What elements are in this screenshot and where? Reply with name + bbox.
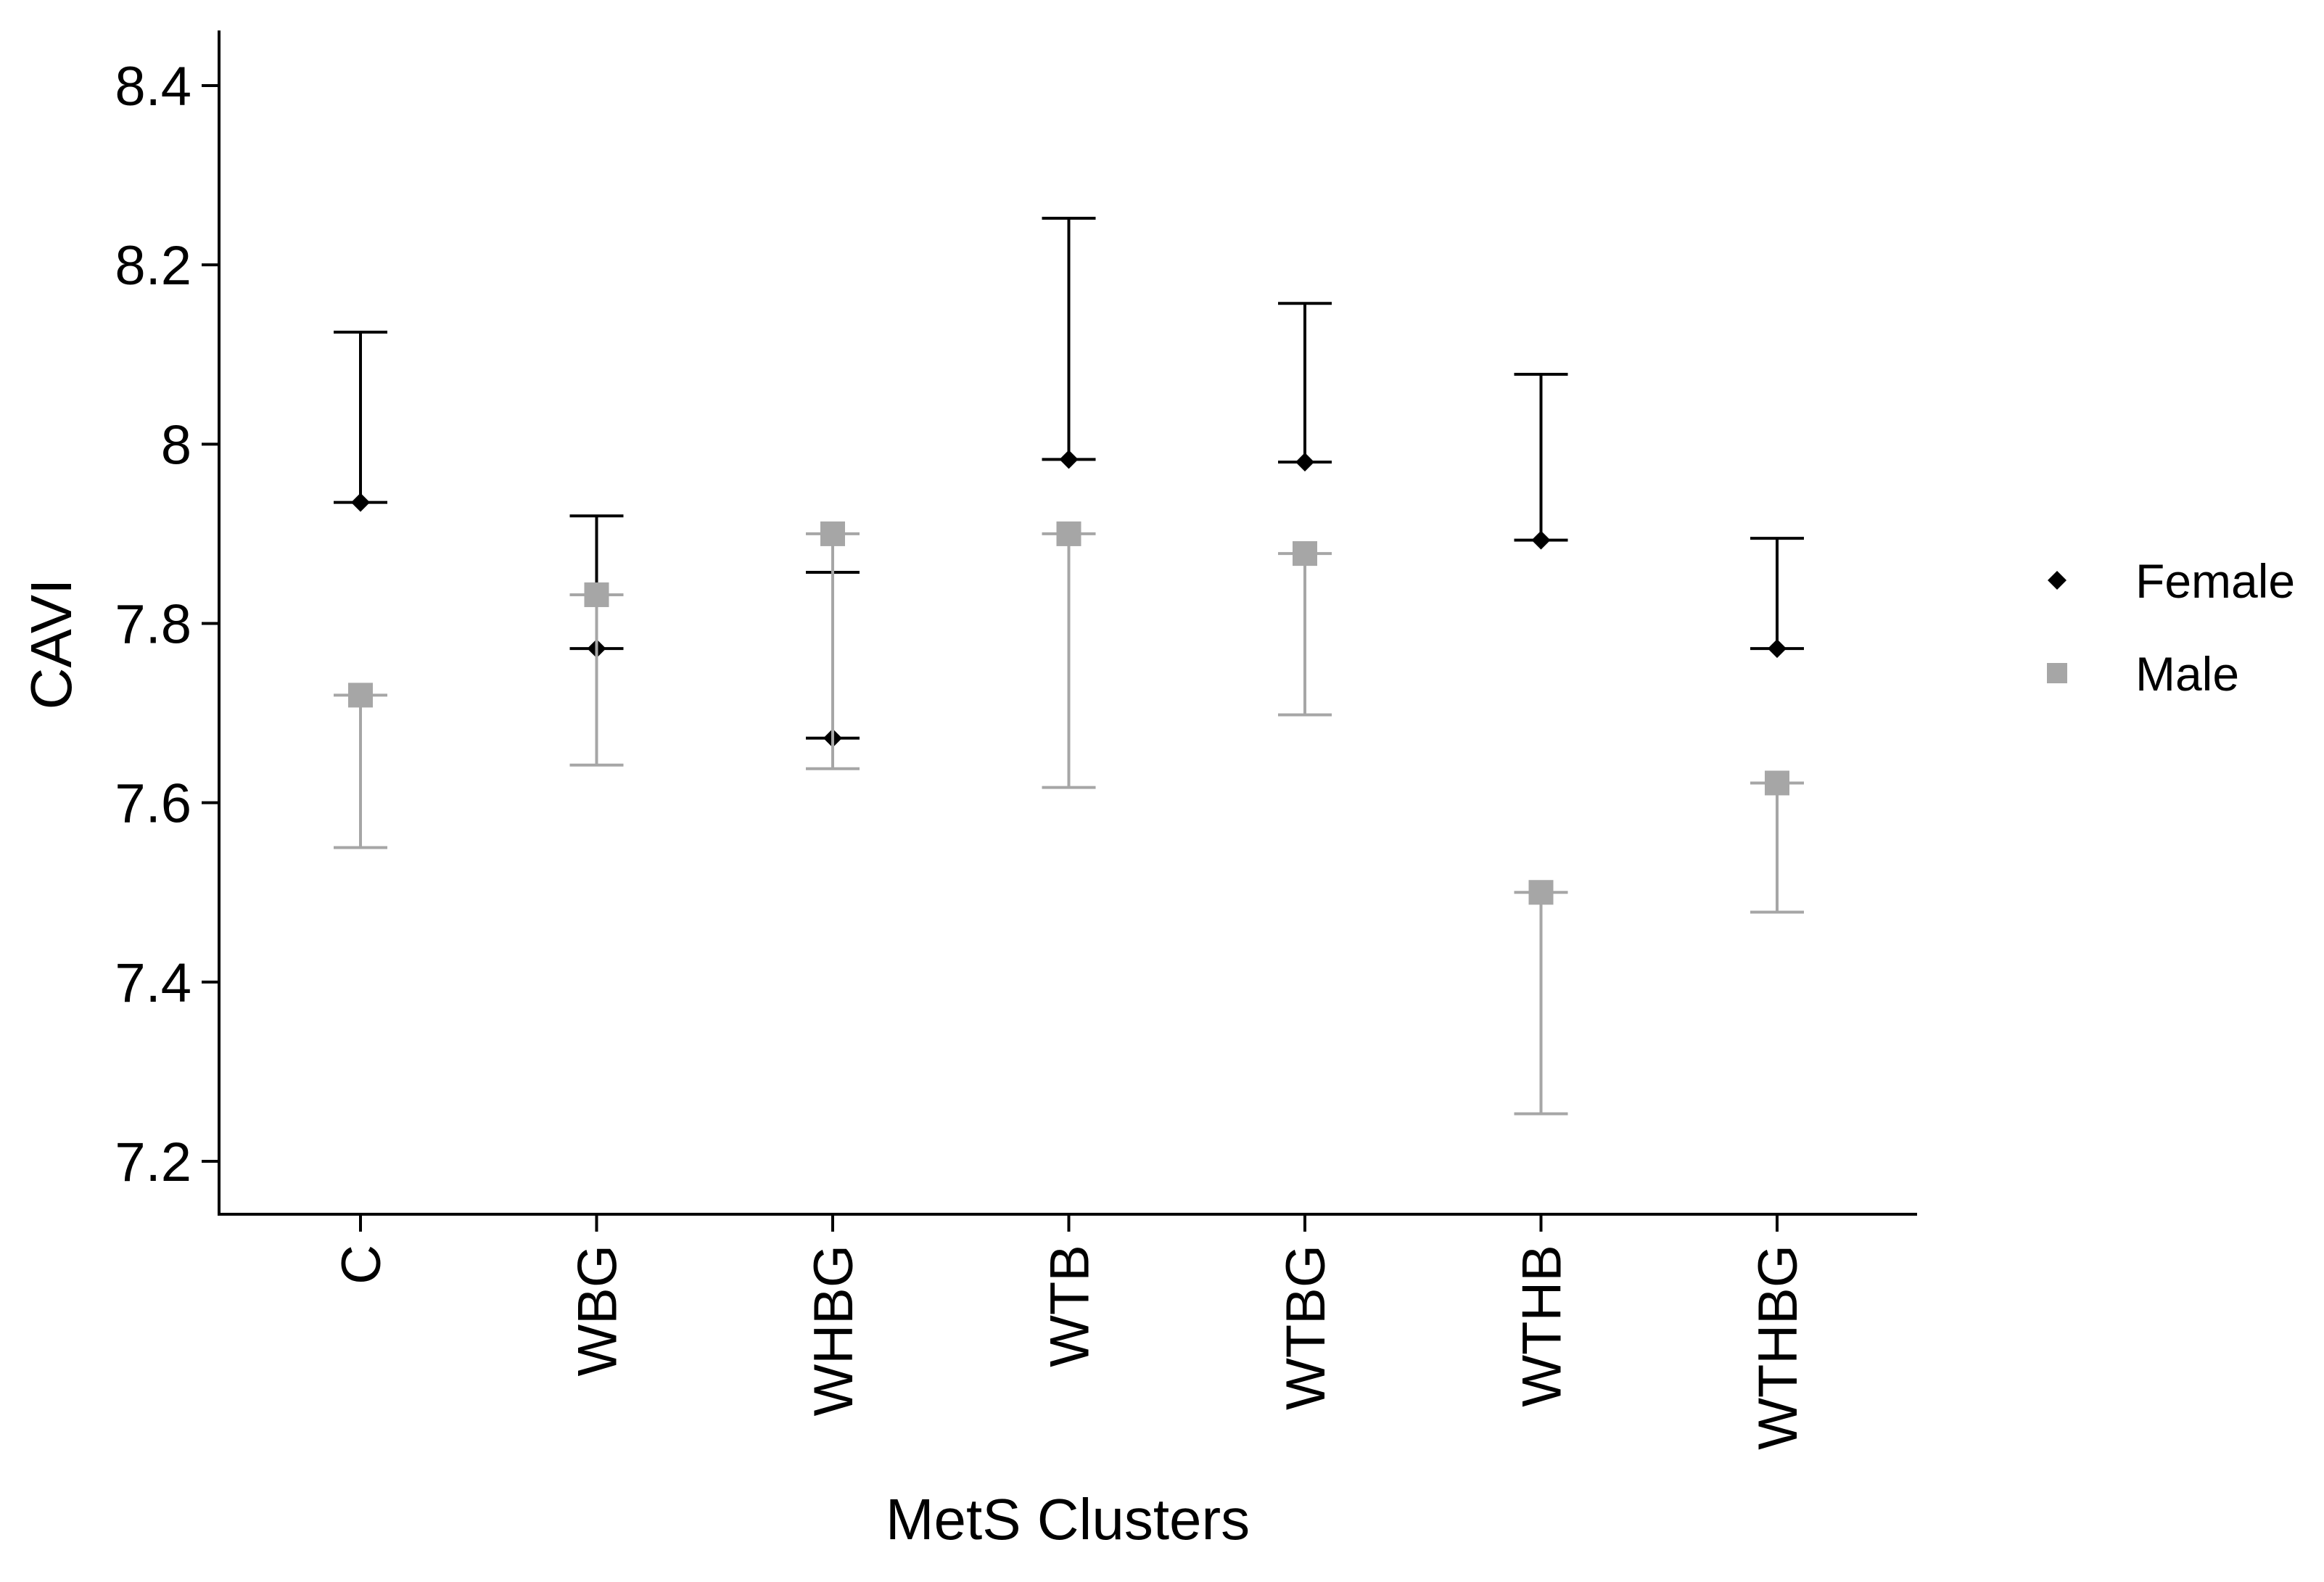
legend-marker xyxy=(2047,663,2067,683)
y-tick-label: 8 xyxy=(161,414,191,476)
data-point xyxy=(1059,450,1079,469)
x-tick-label: WHBG xyxy=(803,1245,865,1416)
data-point xyxy=(351,493,370,512)
data-point xyxy=(1528,880,1554,905)
plot-area xyxy=(334,216,1804,1116)
data-point xyxy=(1531,530,1551,550)
x-tick-label: WTHBG xyxy=(1747,1245,1809,1450)
data-point xyxy=(1768,639,1787,659)
x-axis-title: MetS Clusters xyxy=(886,1487,1250,1552)
data-point xyxy=(584,582,609,607)
y-tick-label: 8.2 xyxy=(115,235,191,297)
y-tick-label: 7.6 xyxy=(115,773,191,835)
y-tick-label: 8.4 xyxy=(115,56,191,118)
y-tick-label: 7.2 xyxy=(115,1132,191,1193)
y-tick-label: 7.4 xyxy=(115,952,191,1014)
y-axis: 7.2 7.4 7.6 7.8 8 8.2 8.4 xyxy=(115,56,219,1193)
data-point xyxy=(1295,453,1314,472)
data-point xyxy=(348,683,373,708)
legend: Female Male xyxy=(2047,554,2295,701)
x-tick-label: C xyxy=(331,1245,392,1285)
x-axis: C WBG WHBG WTB WTBG WTHB WTHBG xyxy=(331,1214,1809,1450)
legend-marker xyxy=(2048,571,2067,590)
data-point xyxy=(1765,770,1789,796)
y-tick-label: 7.8 xyxy=(115,594,191,656)
data-point xyxy=(1056,521,1081,546)
x-tick-label: WTHB xyxy=(1512,1245,1573,1407)
x-tick-label: WTBG xyxy=(1275,1245,1337,1410)
series-male xyxy=(334,521,1804,1116)
data-point xyxy=(1293,541,1317,567)
x-tick-label: WTB xyxy=(1039,1245,1101,1367)
x-tick-label: WBG xyxy=(567,1245,629,1377)
legend-label: Male xyxy=(2135,647,2239,701)
y-axis-title: CAVI xyxy=(19,579,83,710)
data-point xyxy=(820,521,845,546)
legend-label: Female xyxy=(2135,554,2295,608)
